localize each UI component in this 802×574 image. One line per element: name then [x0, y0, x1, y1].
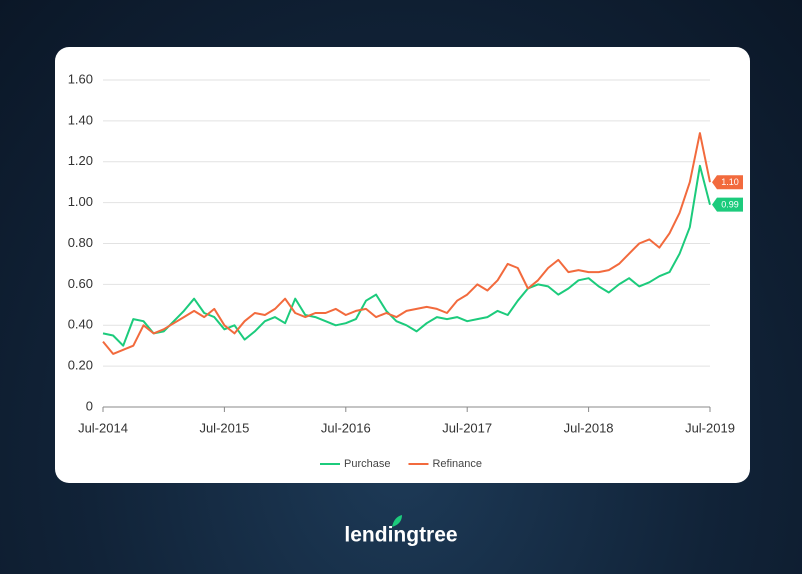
y-tick-label: 1.60 [68, 71, 93, 86]
logo-text: lendingtree [344, 524, 457, 547]
y-tick-label: 0 [86, 398, 93, 413]
value-label: 0.99 [721, 200, 739, 210]
value-badge: 1.10 [712, 175, 743, 190]
x-tick-label: Jul-2018 [564, 420, 614, 435]
x-tick-label: Jul-2019 [685, 420, 735, 435]
y-tick-label: 0.80 [68, 235, 93, 250]
x-tick-label: Jul-2014 [78, 420, 128, 435]
logo-leaf [392, 515, 402, 527]
value-badge: 0.99 [712, 197, 743, 212]
x-tick-label: Jul-2017 [442, 420, 492, 435]
series-line [102, 132, 711, 355]
series-line [102, 164, 711, 347]
x-tick-label: Jul-2016 [321, 420, 371, 435]
y-tick-label: 1.00 [68, 194, 93, 209]
card [55, 47, 750, 483]
badge-bg [712, 197, 743, 212]
legend-label: Refinance [432, 458, 482, 470]
legend-label: Purchase [344, 458, 390, 470]
y-tick-label: 0.40 [68, 317, 93, 332]
logo: lendingtree [344, 515, 458, 547]
y-tick-label: 1.40 [68, 112, 93, 127]
badge-bg [712, 175, 743, 190]
y-tick-label: 0.60 [68, 276, 93, 291]
y-tick-label: 0.20 [68, 358, 93, 373]
y-tick-label: 1.20 [68, 153, 93, 168]
x-tick-label: Jul-2015 [199, 420, 249, 435]
value-label: 1.10 [721, 177, 739, 187]
